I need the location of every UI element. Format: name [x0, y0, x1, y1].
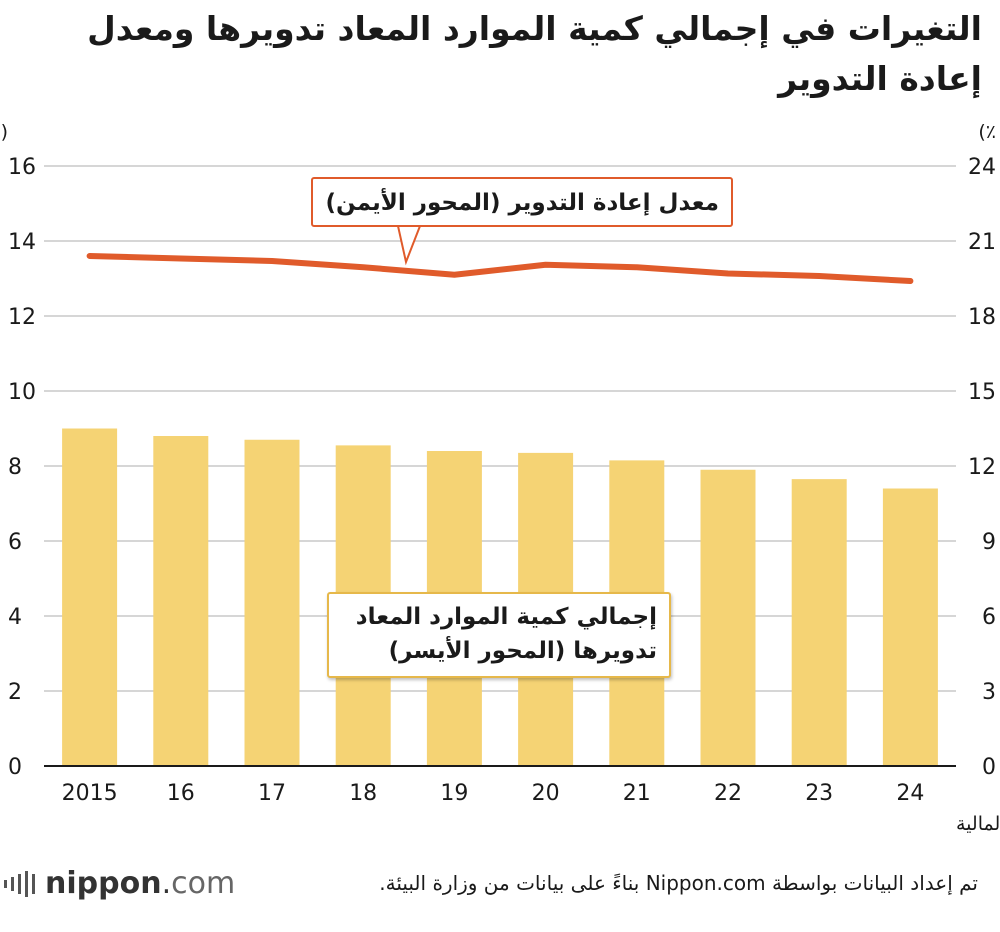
brand-logo: nippon.com — [4, 866, 235, 901]
line-series — [86, 253, 914, 284]
bar — [882, 488, 938, 766]
source-note: تم إعداد البيانات بواسطة Nippon.com بناء… — [379, 871, 978, 895]
x-axis-ticks: 2015 16 17 18 19 20 21 22 23 24 — [62, 781, 925, 806]
bar — [244, 439, 300, 766]
right-axis-ticks: 0 3 6 9 12 15 18 21 24 — [968, 155, 996, 780]
left-tick-label: 14 — [8, 230, 36, 255]
left-tick-label: 4 — [8, 605, 22, 630]
left-tick-label: 12 — [8, 305, 36, 330]
right-tick-label: 9 — [982, 530, 996, 555]
right-tick-label: 18 — [968, 305, 996, 330]
x-tick-label: 23 — [805, 781, 833, 806]
left-tick-label: 16 — [8, 155, 36, 180]
brand-wordmark: nippon.com — [45, 866, 236, 901]
right-tick-label: 21 — [968, 230, 996, 255]
right-tick-label: 15 — [968, 380, 996, 405]
left-axis-unit-label: (مليون طن — [0, 121, 8, 143]
bar — [62, 428, 118, 766]
x-tick-label: 2015 — [62, 781, 118, 806]
left-tick-label: 8 — [8, 455, 22, 480]
x-tick-label: 18 — [349, 781, 377, 806]
bar-callout-line-2: تدويرها (المحور الأيسر) — [388, 638, 657, 664]
x-tick-label: 22 — [714, 781, 742, 806]
left-tick-label: 0 — [8, 755, 22, 780]
gridlines — [44, 165, 956, 692]
right-axis-unit-label: (٪ — [978, 121, 996, 143]
left-axis-ticks: 0 2 4 6 8 10 12 14 16 — [8, 155, 36, 780]
right-tick-label: 12 — [968, 455, 996, 480]
chart-title: التغيرات في إجمالي كمية الموارد المعاد ت… — [87, 9, 982, 98]
right-tick-label: 3 — [982, 680, 996, 705]
line-callout-pointer — [397, 225, 421, 266]
bar — [791, 479, 847, 766]
right-tick-label: 6 — [982, 605, 996, 630]
bar — [153, 436, 209, 766]
x-tick-label: 24 — [896, 781, 924, 806]
left-tick-label: 6 — [8, 530, 22, 555]
line-series-callout: معدل إعادة التدوير (المحور الأيمن) — [311, 177, 733, 227]
left-tick-label: 2 — [8, 680, 22, 705]
x-tick-label: 16 — [167, 781, 195, 806]
x-tick-label: 19 — [440, 781, 468, 806]
x-tick-label: 21 — [623, 781, 651, 806]
right-tick-label: 24 — [968, 155, 996, 180]
recycling-rate-line — [86, 253, 914, 284]
x-axis-title: (السنة المالية — [956, 813, 1000, 835]
left-tick-label: 10 — [8, 380, 36, 405]
right-tick-label: 0 — [982, 755, 996, 780]
bar — [700, 469, 756, 766]
bar-callout-line-1: إجمالي كمية الموارد المعاد — [355, 604, 657, 630]
x-tick-label: 20 — [532, 781, 560, 806]
x-tick-label: 17 — [258, 781, 286, 806]
bar-series-callout: إجمالي كمية الموارد المعاد تدويرها (المح… — [327, 592, 671, 678]
nippon-logo-bars-icon — [4, 870, 35, 897]
